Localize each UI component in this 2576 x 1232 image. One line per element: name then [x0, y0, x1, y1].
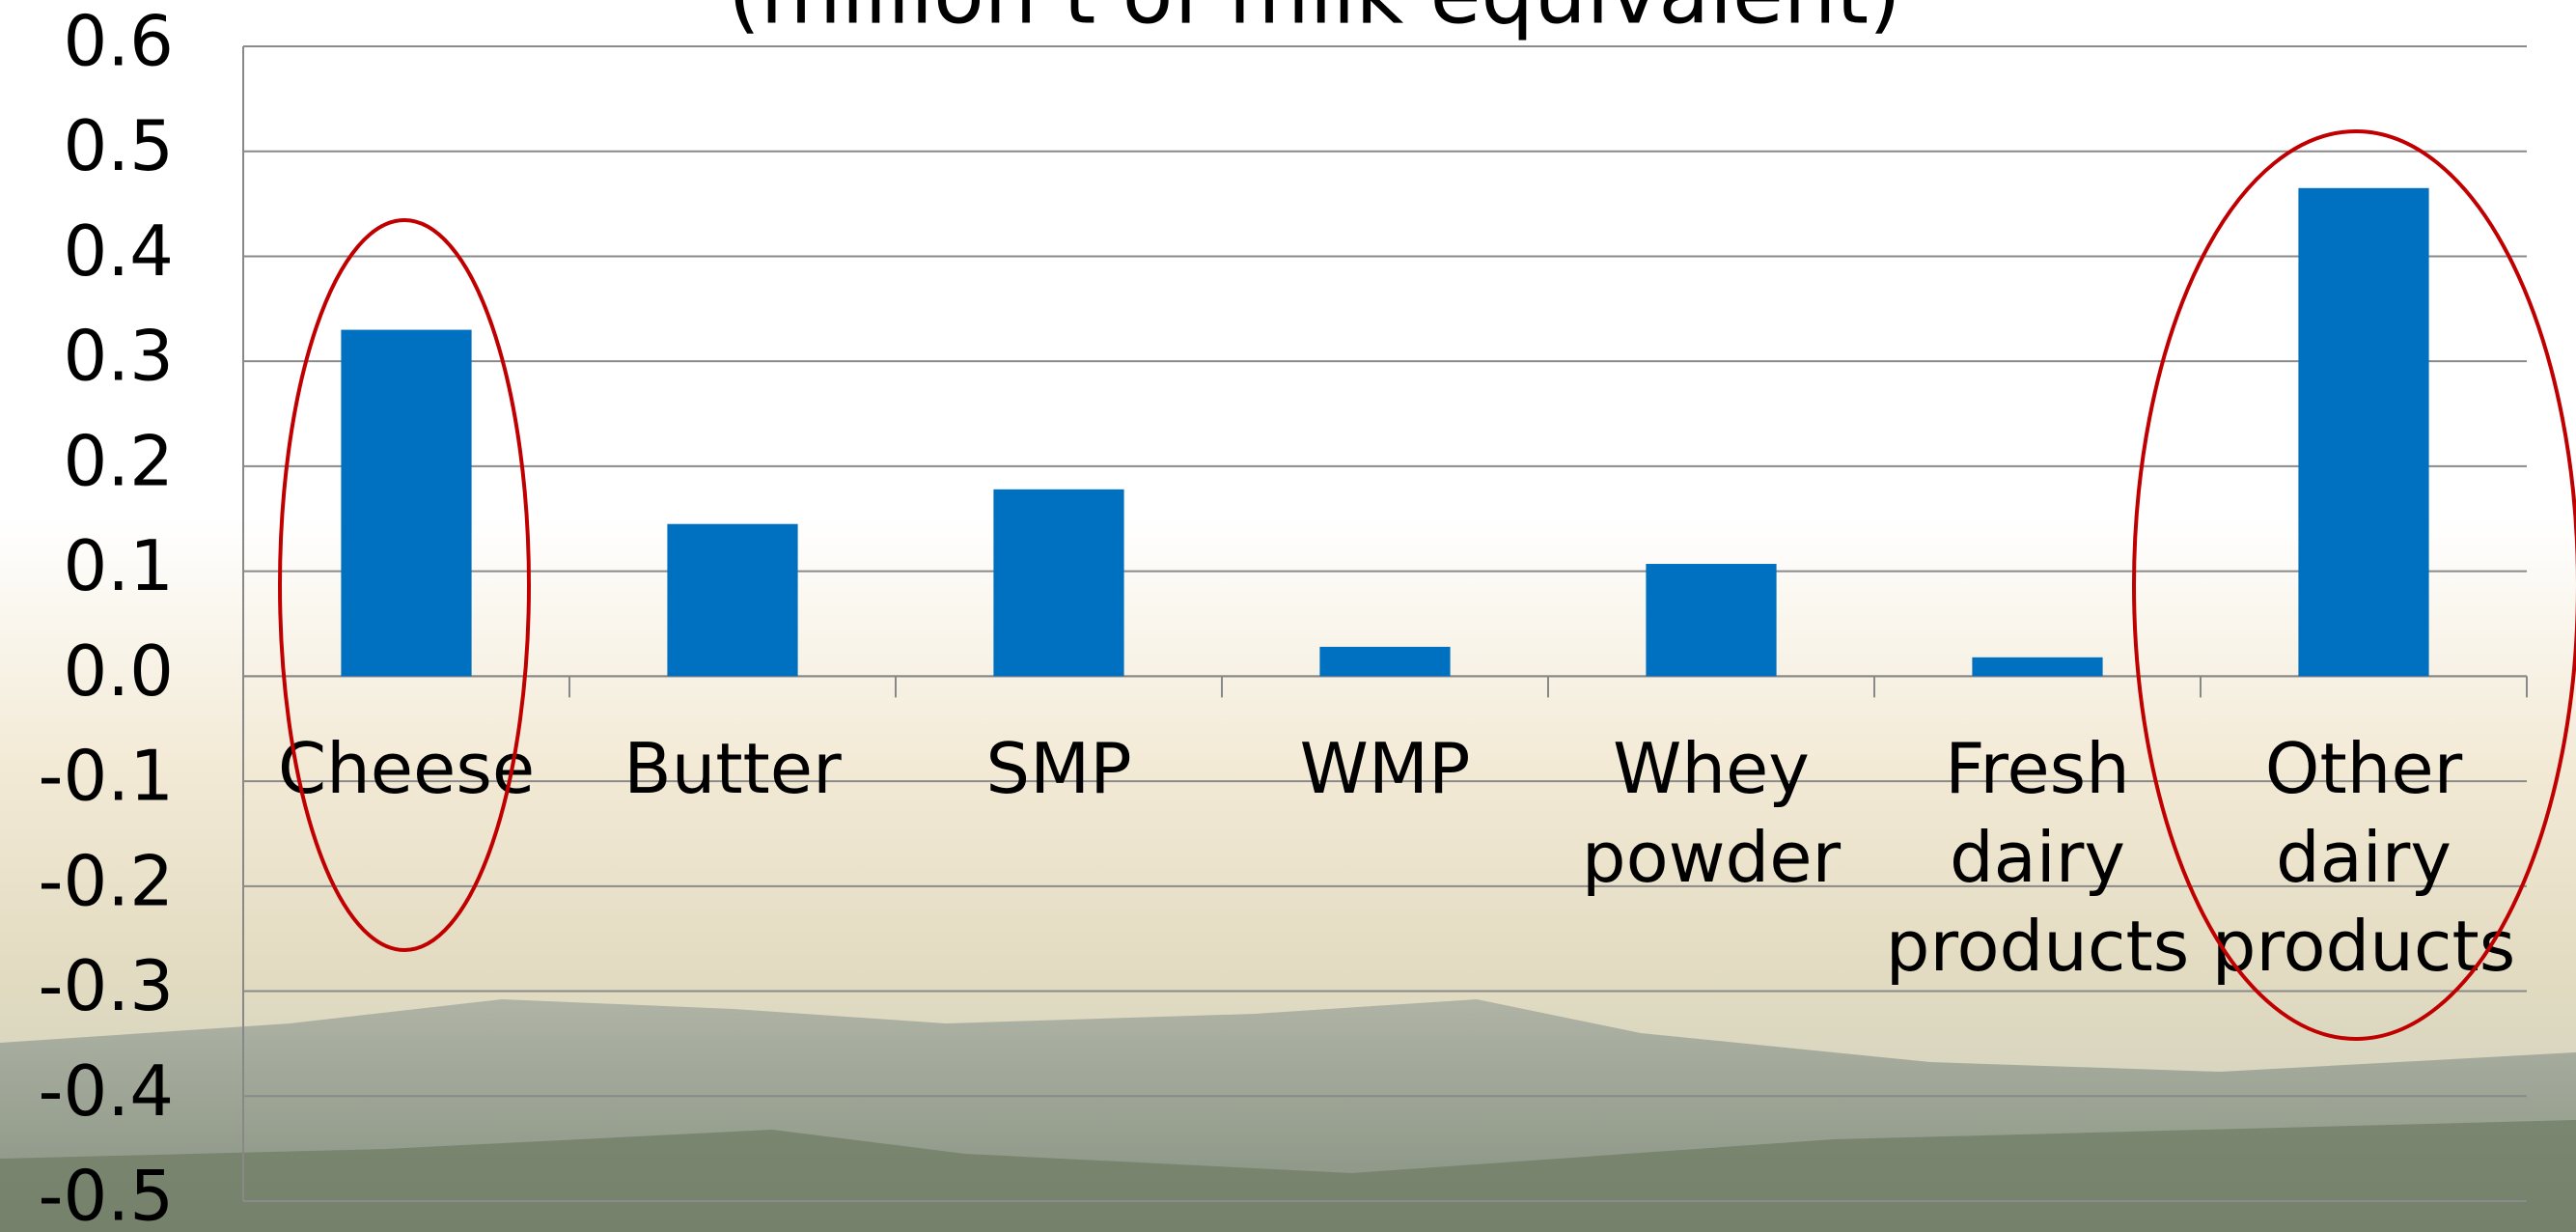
x-tick-label: Other dairy products [2211, 728, 2516, 988]
bar [1972, 657, 2103, 677]
y-tick-label: 0.3 [63, 316, 174, 397]
x-tick-label: SMP [985, 728, 1132, 810]
bar [1646, 564, 1777, 677]
chart-title: (million t of milk equivalent) [728, 0, 1900, 42]
y-tick-label: -0.3 [39, 945, 174, 1026]
x-tick-label-box: Butter [623, 728, 842, 810]
x-tick-label: Butter [623, 728, 842, 810]
highlight-ellipse [278, 218, 531, 952]
y-tick-label: -0.1 [39, 736, 174, 817]
y-tick-label: 0.4 [63, 210, 174, 292]
foreground-hills [0, 1120, 2576, 1232]
x-tick-label: WMP [1299, 728, 1471, 810]
x-tick-label-box: WMP [1299, 728, 1471, 810]
x-tick-label-box: Other dairy products [2211, 728, 2516, 988]
x-tick-label-box: Whey powder [1581, 728, 1842, 899]
x-tick-label: Whey powder [1581, 728, 1842, 899]
y-tick-label: 0.5 [63, 105, 174, 186]
x-tick-label-box: SMP [985, 728, 1132, 810]
x-tick-label: Fresh dairy products [1885, 728, 2190, 988]
y-tick-label: 0.6 [63, 1, 174, 82]
bar [341, 329, 472, 677]
y-tick-label: 0.2 [63, 420, 174, 501]
bar [2298, 187, 2429, 677]
y-tick-label: -0.2 [39, 840, 174, 921]
bar [1319, 646, 1451, 677]
x-tick-label-box: Cheese [277, 728, 536, 810]
y-tick-label: 0.1 [63, 525, 174, 606]
bar [993, 489, 1124, 677]
x-tick-label-box: Fresh dairy products [1885, 728, 2190, 988]
y-tick-label: -0.5 [39, 1156, 174, 1232]
y-tick-label: -0.4 [39, 1050, 174, 1132]
y-tick-label: 0.0 [63, 630, 174, 712]
x-tick-label: Cheese [277, 728, 536, 810]
bar [667, 523, 798, 677]
highlight-ellipse [2132, 129, 2576, 1041]
